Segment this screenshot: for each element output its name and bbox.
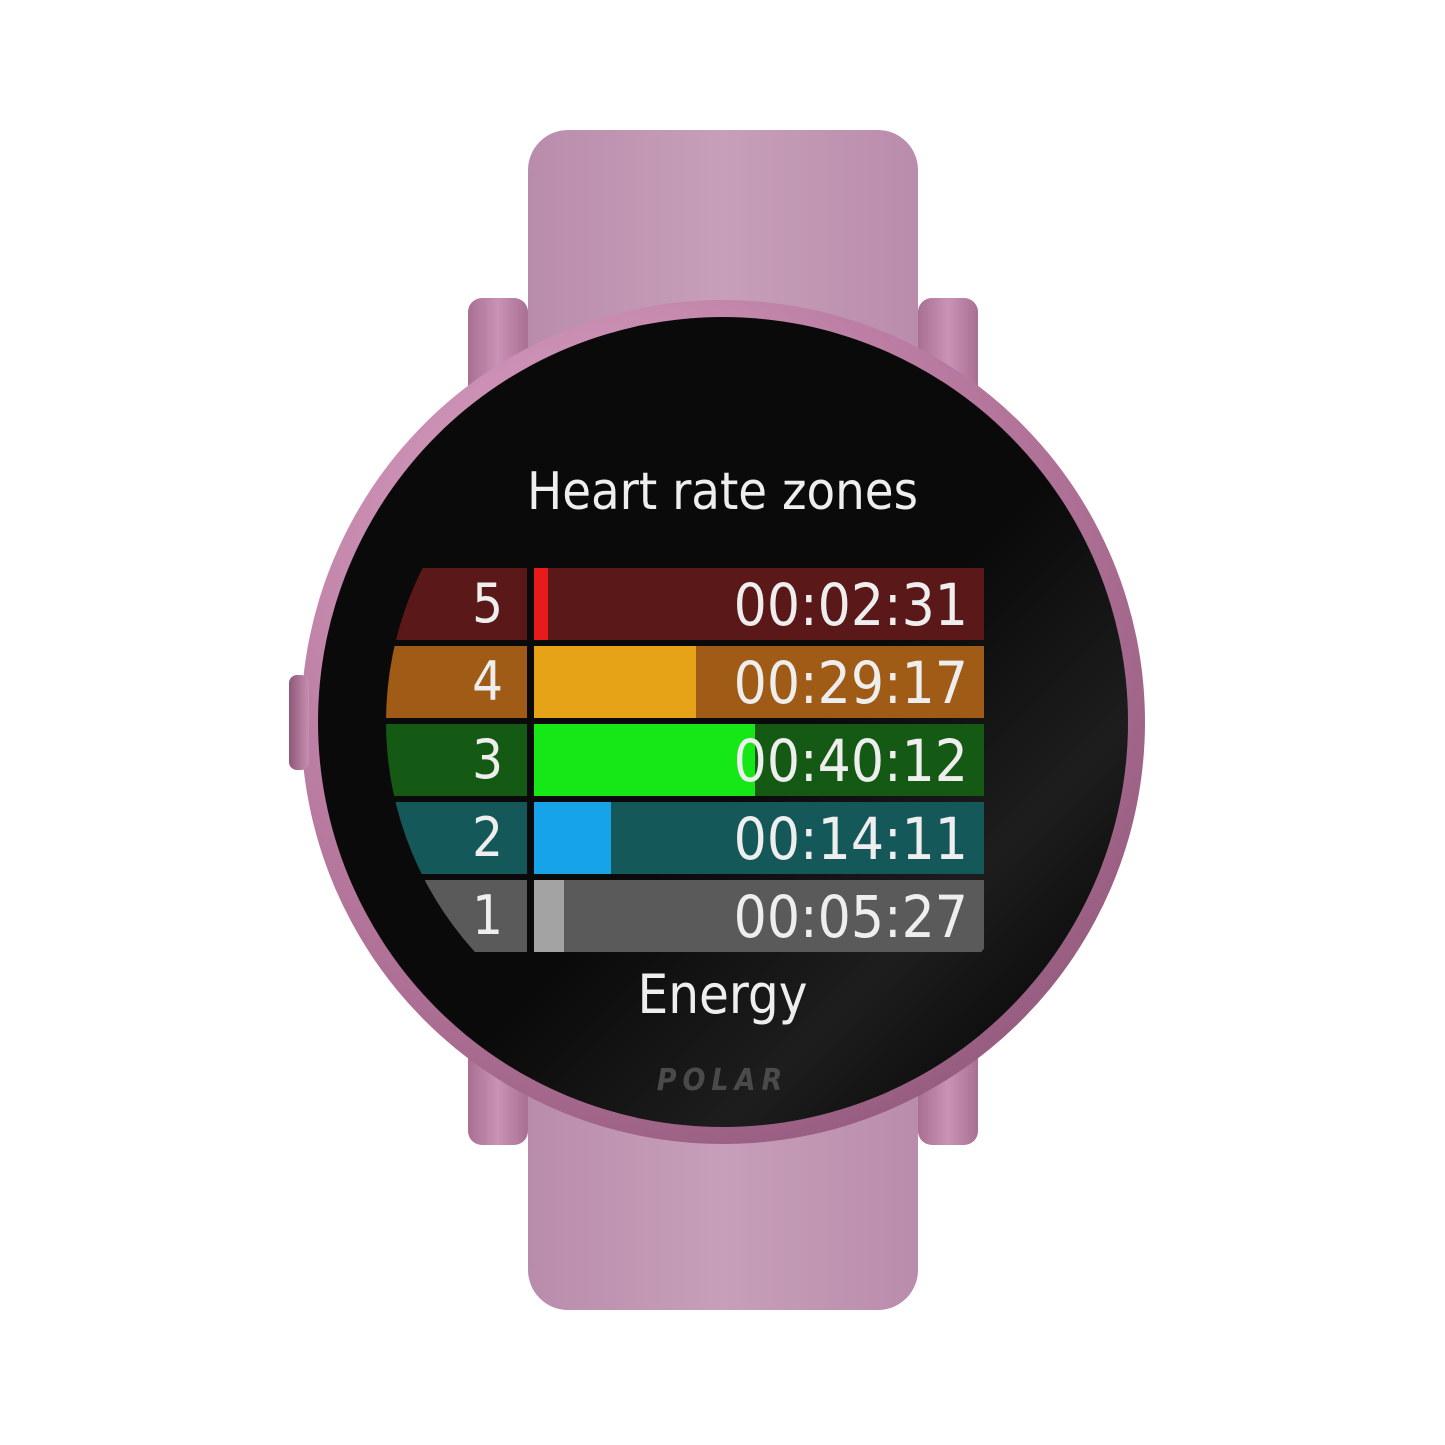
zone-time: 00:05:27 [733,883,968,951]
polar-logo: POLAR [656,1063,789,1098]
zone-bar: 00:05:27 [534,880,984,952]
zone-bar-fill [534,724,755,796]
zone-time: 00:14:11 [733,805,968,873]
zone-time: 00:02:31 [733,571,968,639]
zone-row-4: 4 00:29:17 [386,646,984,718]
zone-row-3: 3 00:40:12 [386,724,984,796]
zone-bar: 00:40:12 [534,724,984,796]
side-button[interactable] [289,675,309,770]
zone-bar: 00:02:31 [534,568,984,640]
zone-bar-fill [534,568,548,640]
zone-bar-fill [534,802,611,874]
zone-number: 3 [386,724,527,796]
zone-row-5: 5 00:02:31 [386,568,984,640]
zone-bar: 00:14:11 [534,802,984,874]
zone-bar-fill [534,880,565,952]
energy-label[interactable]: Energy [637,963,808,1026]
zone-time: 00:29:17 [733,649,968,717]
zone-time: 00:40:12 [733,727,968,795]
zone-row-1: 1 00:05:27 [386,880,984,952]
zone-number: 4 [386,646,527,718]
zone-bar-fill [534,646,696,718]
screen-title: Heart rate zones [527,462,918,522]
zone-row-2: 2 00:14:11 [386,802,984,874]
zone-bar: 00:29:17 [534,646,984,718]
